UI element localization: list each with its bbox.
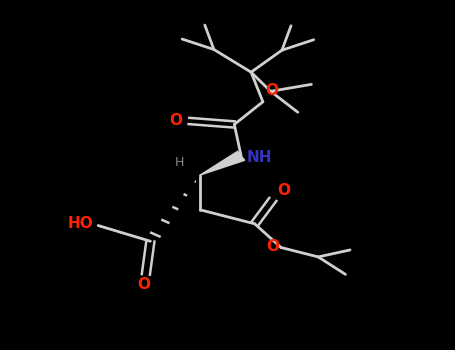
Text: O: O bbox=[169, 113, 182, 128]
Text: O: O bbox=[266, 239, 279, 254]
Text: O: O bbox=[137, 277, 150, 292]
Text: H: H bbox=[175, 156, 184, 169]
Text: O: O bbox=[265, 83, 278, 98]
Text: O: O bbox=[278, 183, 290, 198]
Text: NH: NH bbox=[247, 150, 272, 165]
Polygon shape bbox=[200, 151, 245, 175]
Text: HO: HO bbox=[68, 216, 94, 231]
